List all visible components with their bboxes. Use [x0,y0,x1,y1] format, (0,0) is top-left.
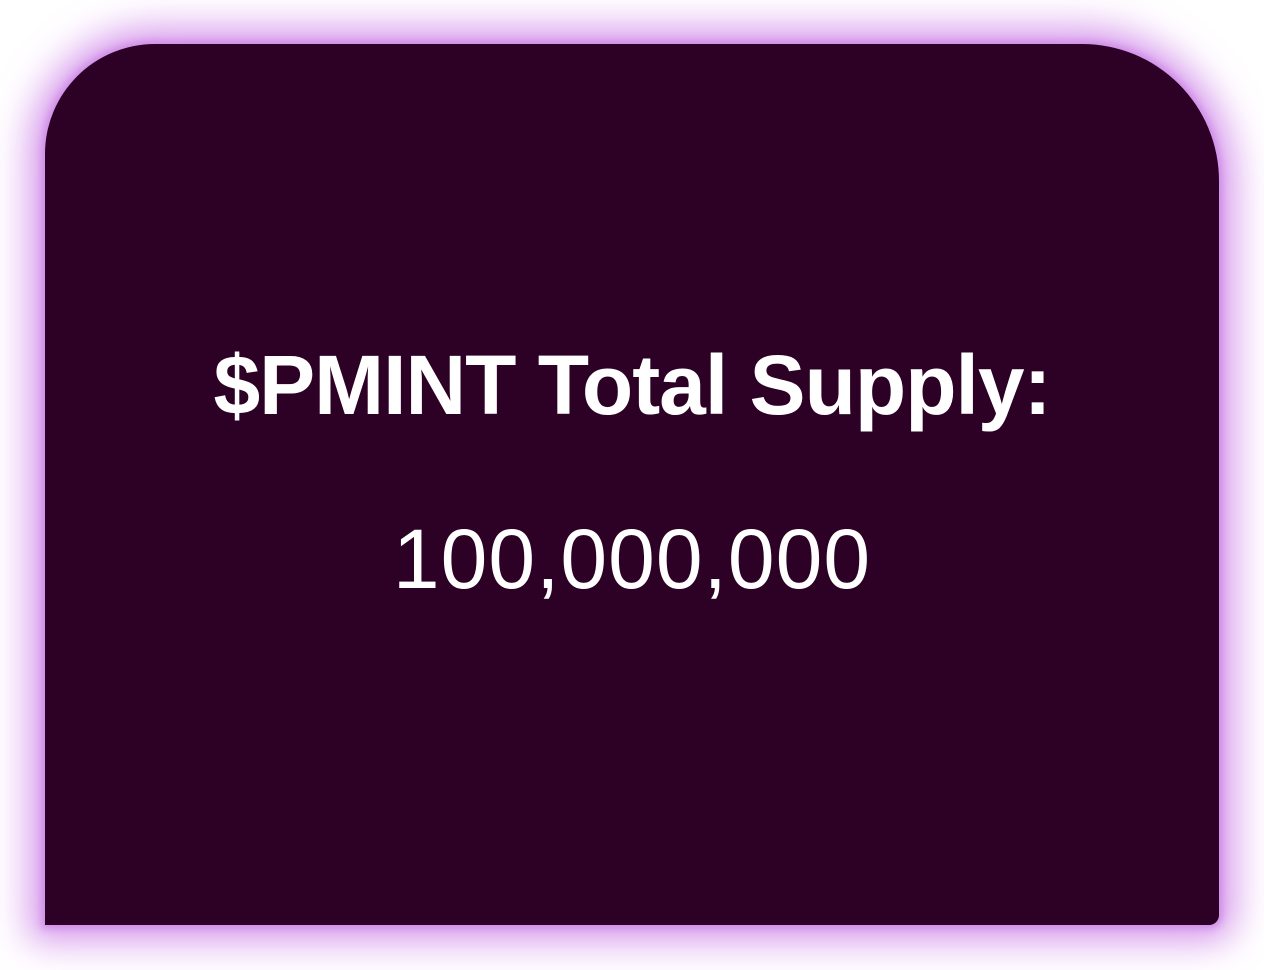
total-supply-card: $PMINT Total Supply: 100,000,000 [45,44,1219,925]
total-supply-value: 100,000,000 [392,511,872,606]
total-supply-label: $PMINT Total Supply: [213,337,1051,432]
